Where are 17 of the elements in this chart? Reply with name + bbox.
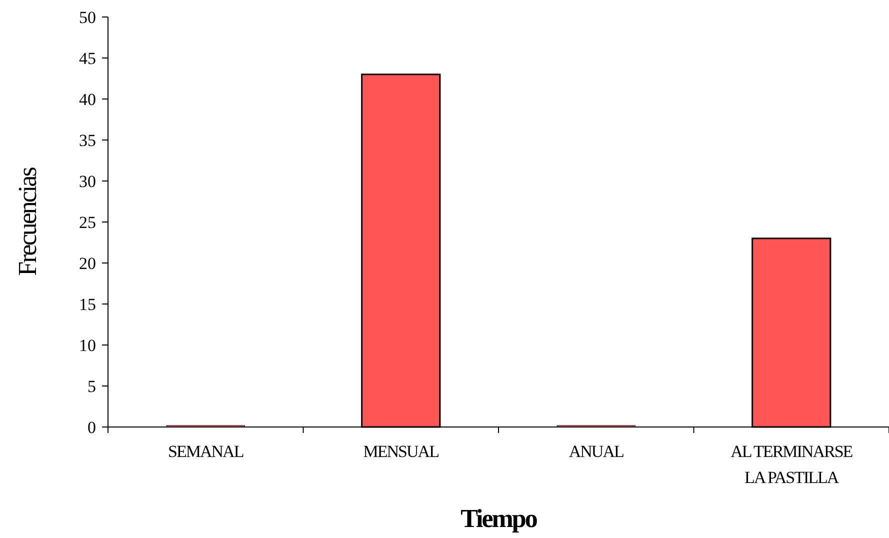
y-tick-label: 30	[79, 172, 96, 191]
y-tick-label: 35	[79, 130, 96, 150]
x-tick-label: AL TERMINARSE LA PASTILLA	[730, 442, 853, 487]
y-tick-label: 10	[79, 336, 96, 355]
x-tick-label: ANUAL	[568, 442, 624, 461]
y-tick-label: 0	[88, 418, 96, 437]
y-tick-label: 5	[88, 376, 96, 396]
y-axis-title: Frecuencias	[13, 166, 42, 276]
y-tick-label: 40	[79, 90, 96, 109]
y-tick-label: 50	[79, 8, 96, 27]
y-tick-label: 15	[79, 294, 96, 314]
x-tick-label: MENSUAL	[363, 442, 440, 461]
y-tick-label: 25	[79, 212, 96, 232]
x-axis-title: Tiempo	[460, 504, 538, 533]
x-tick-label: SEMANAL	[168, 442, 244, 461]
y-tick-label: 45	[79, 48, 96, 68]
y-tick-label: 20	[79, 254, 96, 273]
